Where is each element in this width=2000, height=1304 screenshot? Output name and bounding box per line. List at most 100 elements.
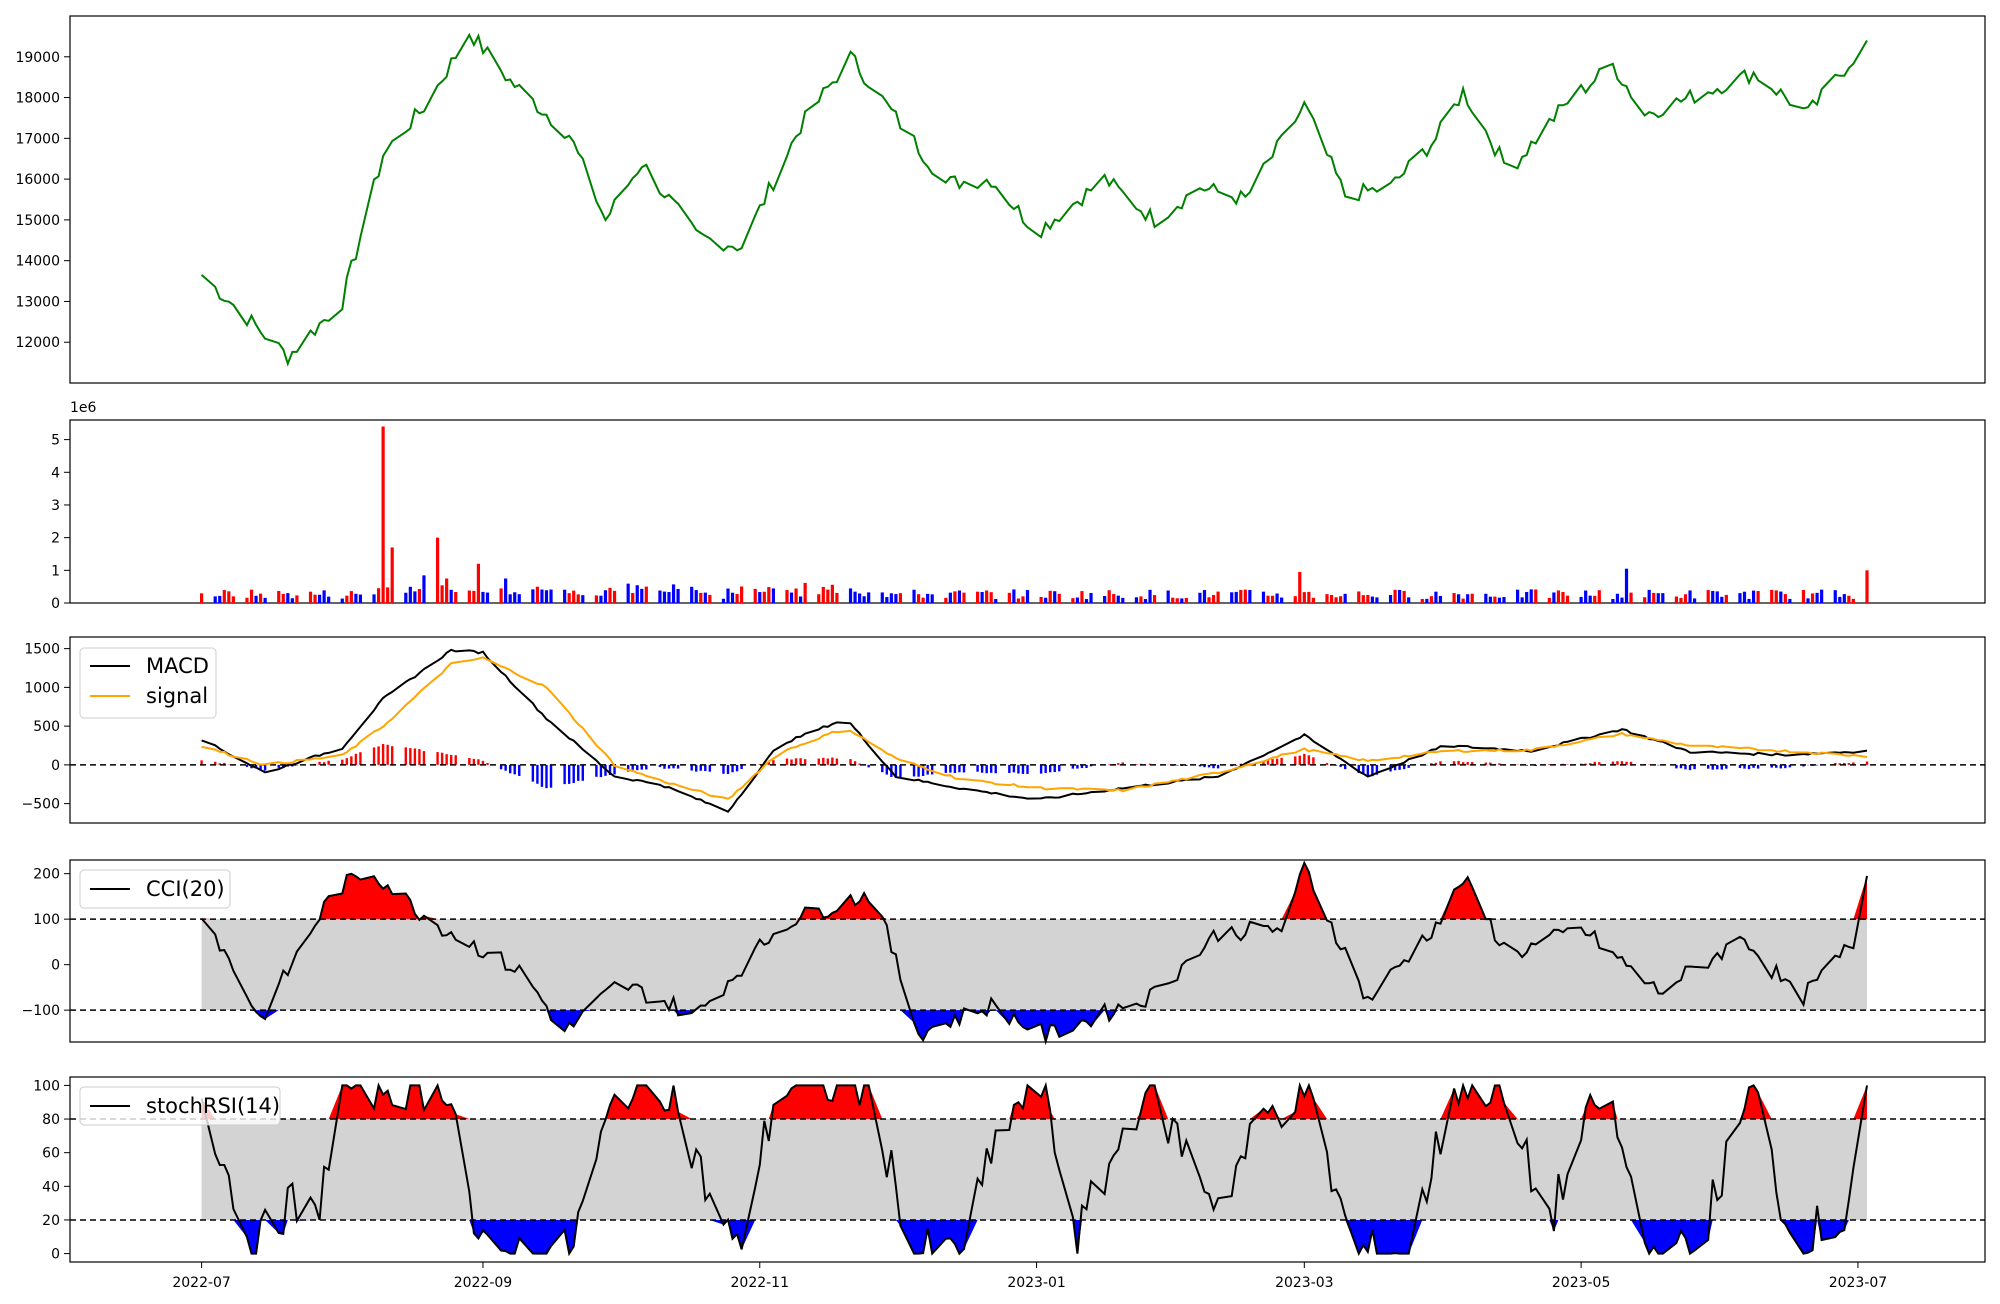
volume-bar [785, 590, 788, 603]
macd-histogram-bar [582, 765, 584, 781]
volume-bar [531, 589, 534, 603]
macd-histogram-bar [545, 765, 547, 788]
volume-bar [912, 590, 915, 603]
volume-bar [1684, 594, 1687, 603]
volume-bar [899, 593, 902, 603]
volume-bar [323, 590, 326, 603]
macd-histogram-bar [1299, 756, 1301, 765]
macd-histogram-bar [359, 752, 361, 765]
volume-bar [254, 596, 257, 603]
volume-bar [763, 592, 766, 603]
volume-bar [1557, 590, 1560, 603]
volume-bar [1185, 598, 1188, 603]
macd-histogram-bar [1407, 765, 1409, 768]
macd-histogram-bar [1076, 765, 1078, 769]
volume-bar [754, 589, 757, 603]
macd-histogram-bar [477, 759, 479, 765]
macd-histogram-bar [355, 754, 357, 765]
volume-bar [1457, 594, 1460, 603]
volume-bar [740, 586, 743, 603]
macd-legend-label: MACD [146, 654, 209, 678]
volume-bar [1779, 592, 1782, 603]
volume-bar [1462, 599, 1465, 603]
volume-bar [1266, 596, 1269, 603]
macd-y-tick-label: 0 [51, 758, 60, 774]
stochrsi-y-tick-label: 60 [42, 1146, 60, 1162]
volume-bar [1589, 596, 1592, 603]
volume-bar [804, 583, 807, 603]
volume-bar [1053, 591, 1056, 603]
volume-bar [1820, 590, 1823, 603]
volume-bar [1815, 593, 1818, 603]
price-panel-frame [70, 16, 1985, 383]
volume-offset-label: 1e6 [70, 400, 97, 416]
volume-bar [250, 590, 253, 603]
volume-bar [409, 587, 412, 603]
macd-histogram-bar [373, 747, 375, 764]
volume-bar [1148, 590, 1151, 603]
volume-bar [295, 595, 298, 603]
macd-histogram-bar [786, 759, 788, 765]
volume-bar [608, 588, 611, 603]
volume-bar [214, 596, 217, 603]
volume-bar [1044, 598, 1047, 603]
volume-bar [1489, 597, 1492, 603]
stochrsi-y-tick-label: 40 [42, 1179, 60, 1195]
volume-bar [391, 547, 394, 603]
macd-histogram-bar [1280, 758, 1282, 765]
macd-histogram-bar [573, 765, 575, 783]
volume-bar [1752, 591, 1755, 603]
macd-histogram-bar [1013, 765, 1015, 772]
volume-bar [1593, 596, 1596, 603]
macd-histogram-bar [382, 744, 384, 765]
volume-bar [690, 587, 693, 603]
macd-histogram-bar [1117, 763, 1119, 765]
volume-bar [817, 594, 820, 603]
volume-bar [636, 585, 639, 603]
macd-histogram-bar [1848, 763, 1850, 765]
x-tick-label: 2022-11 [731, 1275, 790, 1291]
volume-bar [604, 590, 607, 603]
volume-bar [1366, 595, 1369, 603]
price-y-tick-label: 13000 [15, 294, 60, 310]
volume-bar [1248, 590, 1251, 603]
volume-bar [1711, 591, 1714, 603]
macd-histogram-bar [677, 765, 679, 769]
volume-bar [227, 591, 230, 603]
volume-bar [1493, 597, 1496, 603]
volume-bar [1244, 590, 1247, 603]
macd-histogram-bar [1276, 759, 1278, 765]
volume-bar [1339, 596, 1342, 603]
volume-bar [990, 592, 993, 603]
volume-bar [1421, 599, 1424, 603]
volume-bar [645, 587, 648, 603]
price-y-tick-label: 14000 [15, 254, 60, 270]
volume-bar [1307, 592, 1310, 603]
cci-y-tick-label: 100 [33, 912, 60, 928]
volume-bar [1398, 590, 1401, 603]
volume-bar [790, 593, 793, 603]
volume-bar [264, 598, 267, 603]
volume-bar [372, 594, 375, 603]
macd-histogram-bar [577, 765, 579, 781]
x-tick-label: 2023-05 [1552, 1275, 1611, 1291]
volume-bar [418, 589, 421, 603]
volume-bar [1375, 597, 1378, 603]
volume-bar [1230, 592, 1233, 603]
volume-bar [1439, 596, 1442, 603]
macd-histogram-bar [1457, 761, 1459, 765]
volume-bar [1525, 592, 1528, 603]
price-y-tick-label: 18000 [15, 91, 60, 107]
volume-bar [581, 595, 584, 603]
macd-histogram-bar [377, 746, 379, 764]
macd-histogram-bar [736, 765, 738, 771]
macd-histogram-bar [391, 746, 393, 765]
macd-histogram-bar [1049, 765, 1051, 772]
volume-bar [472, 591, 475, 603]
volume-bar [695, 590, 698, 603]
volume-bar [726, 589, 729, 603]
volume-bar [1080, 591, 1083, 603]
volume-bar [1865, 570, 1868, 603]
volume-bar [1103, 596, 1106, 603]
